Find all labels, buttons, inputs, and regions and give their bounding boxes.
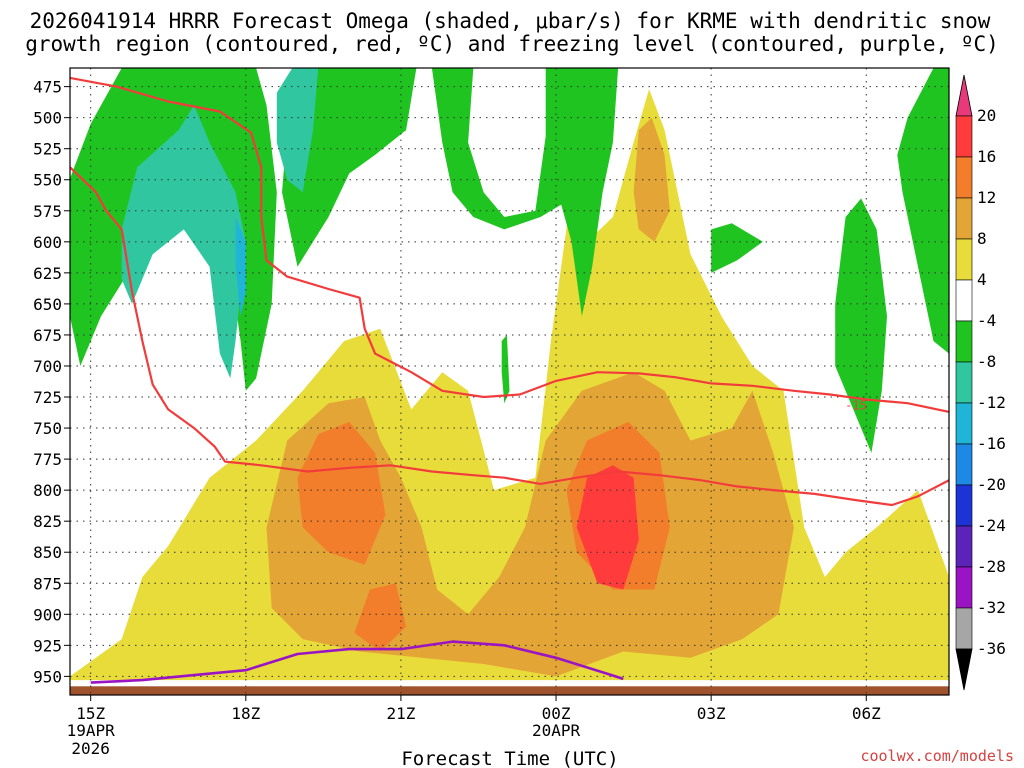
dgz-contour--18 bbox=[70, 166, 949, 507]
colorbar-swatch bbox=[955, 566, 973, 609]
omega-region-positive-strong bbox=[297, 421, 386, 565]
x-tick-date: 20APR bbox=[532, 721, 581, 740]
colorbar-swatch bbox=[955, 361, 973, 404]
omega-shading-layer bbox=[70, 68, 949, 695]
y-axis: 475 500 525 550 575 600 625 650 675 700 725 750 775 8… bbox=[33, 78, 70, 686]
ground-strip bbox=[70, 686, 949, 695]
omega-region-negative-weak-thin bbox=[501, 334, 510, 404]
colorbar-swatch bbox=[955, 607, 973, 650]
colorbar-swatch bbox=[955, 238, 973, 281]
x-tick-label: 00Z bbox=[542, 704, 571, 723]
omega-region-negative-weak-right2 bbox=[897, 68, 949, 354]
omega-region-negative-strong bbox=[235, 217, 246, 317]
colorbar-swatch bbox=[955, 115, 973, 158]
colorbar: 20 16 12 8 4 -4 -8 -12 -16 -20 -24 -28 -32 -36 bbox=[955, 74, 1006, 691]
omega-region-negative-weak-left bbox=[70, 68, 277, 391]
x-tick-label: 18Z bbox=[231, 704, 260, 723]
y-tick-label: 800 bbox=[33, 481, 62, 500]
x-axis-label: Forecast Time (UTC) bbox=[401, 748, 618, 768]
chart-title-line1: 2026041914 HRRR Forecast Omega (shaded, … bbox=[30, 9, 991, 33]
omega-region-positive-strong-3 bbox=[354, 583, 407, 652]
omega-region-negative-weak-small bbox=[711, 223, 763, 273]
y-tick-label: 675 bbox=[33, 326, 62, 345]
colorbar-label: -4 bbox=[977, 311, 996, 330]
colorbar-label: 20 bbox=[977, 106, 996, 125]
x-tick-year: 2026 bbox=[71, 739, 110, 758]
colorbar-label: -12 bbox=[977, 393, 1006, 412]
credit-text: coolwx.com/models bbox=[860, 747, 1014, 765]
plot-frame bbox=[69, 67, 950, 696]
y-tick-label: 525 bbox=[33, 140, 62, 159]
x-tick-label: 03Z bbox=[697, 704, 726, 723]
colorbar-swatch bbox=[955, 402, 973, 445]
x-tick-label: 15Z bbox=[76, 704, 105, 723]
colorbar-swatch bbox=[955, 320, 973, 363]
colorbar-label: -32 bbox=[977, 598, 1006, 617]
colorbar-swatch bbox=[955, 197, 973, 240]
y-tick-label: 850 bbox=[33, 543, 62, 562]
x-tick-date: 19APR bbox=[67, 721, 116, 740]
y-tick-label: 650 bbox=[33, 295, 62, 314]
gridlines bbox=[70, 68, 949, 695]
omega-region-negative-weak-right bbox=[835, 198, 887, 453]
x-tick-label: 21Z bbox=[386, 704, 415, 723]
dgz-contour--12 bbox=[70, 76, 949, 413]
y-tick-label: 925 bbox=[33, 636, 62, 655]
colorbar-label: 4 bbox=[977, 270, 987, 289]
omega-region-negative-moderate-top bbox=[276, 68, 319, 193]
colorbar-label: 16 bbox=[977, 147, 996, 166]
y-tick-label: 500 bbox=[33, 109, 62, 128]
x-tick-label: 06Z bbox=[852, 704, 881, 723]
colorbar-label: -28 bbox=[977, 557, 1006, 576]
colorbar-label: -16 bbox=[977, 434, 1006, 453]
omega-region-negative-weak-mid2 bbox=[431, 68, 619, 317]
colorbar-label: -24 bbox=[977, 516, 1006, 535]
colorbar-label: -8 bbox=[977, 352, 996, 371]
y-tick-label: 775 bbox=[33, 450, 62, 469]
contour-label: -15 bbox=[845, 398, 867, 412]
colorbar-label: 12 bbox=[977, 188, 996, 207]
colorbar-swatch bbox=[955, 156, 973, 199]
y-tick-label: 600 bbox=[33, 233, 62, 252]
colorbar-swatch bbox=[955, 484, 973, 527]
colorbar-swatch bbox=[955, 525, 973, 568]
contour-layer: -15 bbox=[70, 76, 949, 684]
colorbar-label: -20 bbox=[977, 475, 1006, 494]
y-tick-label: 900 bbox=[33, 605, 62, 624]
omega-region-positive-strongest bbox=[576, 465, 639, 590]
colorbar-swatch bbox=[955, 443, 973, 486]
y-tick-label: 700 bbox=[33, 357, 62, 376]
colorbar-label: -36 bbox=[977, 639, 1006, 658]
y-tick-label: 875 bbox=[33, 574, 62, 593]
freezing-level-contour bbox=[90, 640, 624, 684]
colorbar-label: 8 bbox=[977, 229, 987, 248]
y-tick-label: 625 bbox=[33, 264, 62, 283]
omega-region-negative-moderate bbox=[121, 105, 246, 379]
chart-title-line2: growth region (contoured, red, ºC) and f… bbox=[25, 32, 999, 56]
colorbar-bottom-arrow bbox=[955, 648, 973, 691]
y-tick-label: 475 bbox=[33, 78, 62, 97]
y-tick-label: 575 bbox=[33, 202, 62, 221]
y-tick-label: 750 bbox=[33, 419, 62, 438]
y-tick-label: 825 bbox=[33, 512, 62, 531]
y-tick-label: 950 bbox=[33, 667, 62, 686]
y-tick-label: 725 bbox=[33, 388, 62, 407]
colorbar-top-arrow bbox=[955, 74, 973, 117]
y-tick-label: 550 bbox=[33, 171, 62, 190]
colorbar-swatch bbox=[955, 279, 973, 322]
